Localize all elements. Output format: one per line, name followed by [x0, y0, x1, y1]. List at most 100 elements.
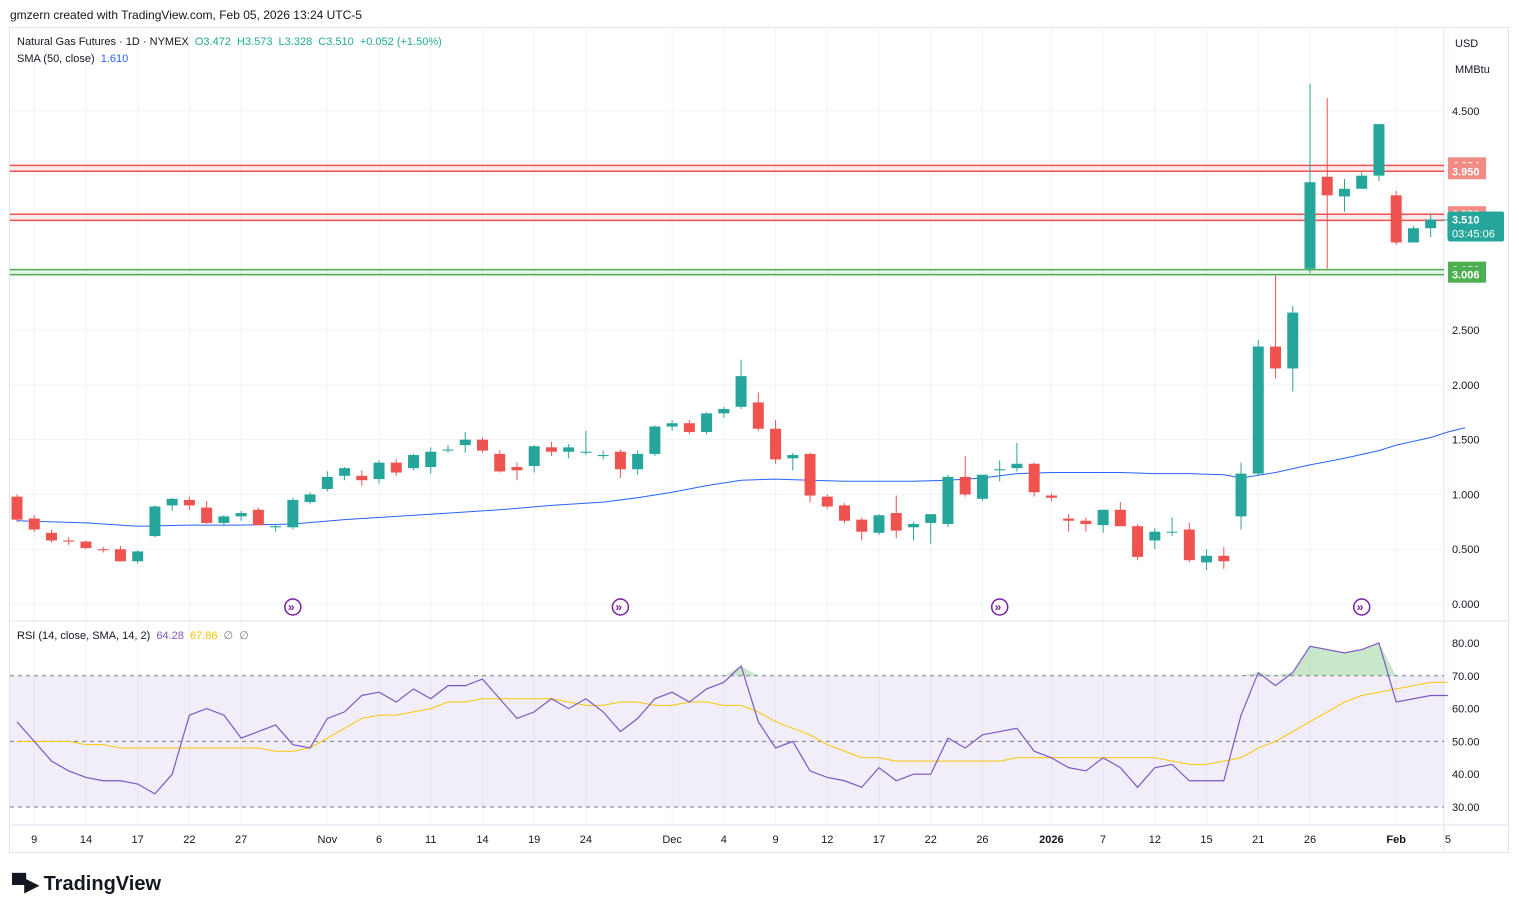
candle[interactable]: [1270, 346, 1282, 369]
candle[interactable]: [1252, 346, 1264, 474]
candle[interactable]: [149, 506, 161, 537]
candles: [11, 83, 1454, 571]
candle[interactable]: [701, 413, 713, 432]
candle[interactable]: [770, 428, 782, 460]
candle[interactable]: [1011, 463, 1023, 469]
time-tick-label: 26: [1304, 834, 1316, 846]
candle[interactable]: [1183, 529, 1195, 561]
candle[interactable]: [821, 496, 833, 507]
rsi-legend-label[interactable]: RSI (14, close, SMA, 14, 2): [17, 630, 151, 642]
candle[interactable]: [459, 439, 471, 446]
candle[interactable]: [408, 455, 420, 469]
candle[interactable]: [321, 476, 333, 489]
candle[interactable]: [942, 476, 954, 525]
candle[interactable]: [11, 496, 23, 520]
candle[interactable]: [1304, 182, 1316, 269]
candle[interactable]: [1407, 228, 1419, 243]
candle[interactable]: [787, 455, 799, 459]
candle[interactable]: [1287, 312, 1299, 369]
candle[interactable]: [735, 376, 747, 407]
candle[interactable]: [166, 498, 178, 506]
candle[interactable]: [97, 549, 109, 551]
candle[interactable]: [390, 462, 402, 473]
candle[interactable]: [287, 499, 299, 528]
candle[interactable]: [1045, 495, 1057, 498]
candle[interactable]: [114, 549, 126, 562]
candle[interactable]: [304, 494, 316, 503]
candle[interactable]: [632, 453, 644, 470]
candle[interactable]: [1028, 463, 1040, 493]
candle[interactable]: [959, 476, 971, 495]
candle[interactable]: [666, 423, 678, 427]
candle[interactable]: [80, 541, 92, 549]
candle[interactable]: [1425, 219, 1437, 229]
candle[interactable]: [545, 447, 557, 452]
event-marker-icon[interactable]: »: [611, 598, 630, 616]
sma-line[interactable]: [16, 427, 1466, 527]
candle[interactable]: [1442, 219, 1454, 221]
tradingview-logo[interactable]: ▀▶ TradingView: [12, 872, 161, 897]
event-marker-icon[interactable]: »: [284, 598, 302, 616]
candle[interactable]: [563, 447, 575, 452]
candle[interactable]: [339, 468, 351, 476]
candle[interactable]: [976, 474, 988, 499]
price-tick-label: 2.500: [1452, 325, 1480, 337]
candle[interactable]: [752, 402, 764, 429]
event-marker-icon[interactable]: »: [990, 598, 1009, 616]
candle[interactable]: [28, 518, 40, 530]
candle[interactable]: [1132, 526, 1144, 557]
candle[interactable]: [1218, 555, 1230, 562]
rsi-line[interactable]: [16, 642, 1448, 795]
candle[interactable]: [476, 439, 488, 451]
candle[interactable]: [252, 509, 264, 526]
candle[interactable]: [235, 513, 247, 517]
candle[interactable]: [1373, 124, 1385, 176]
candle[interactable]: [511, 467, 523, 471]
sma-legend-label[interactable]: SMA (50, close): [17, 53, 95, 65]
candle[interactable]: [804, 453, 816, 496]
candle[interactable]: [1321, 176, 1333, 196]
rsi-legend-value: 64.28: [156, 630, 184, 642]
candle[interactable]: [1149, 531, 1161, 541]
candle[interactable]: [839, 505, 851, 521]
candle[interactable]: [425, 451, 437, 468]
candle[interactable]: [528, 446, 540, 466]
candle[interactable]: [270, 526, 282, 528]
candle[interactable]: [873, 515, 885, 533]
candle[interactable]: [356, 475, 368, 481]
candle[interactable]: [201, 507, 213, 523]
candle[interactable]: [1338, 188, 1350, 197]
candle[interactable]: [494, 453, 506, 472]
event-marker-icon[interactable]: »: [1352, 598, 1371, 616]
candle[interactable]: [63, 540, 75, 542]
candle[interactable]: [907, 524, 919, 528]
candle[interactable]: [45, 532, 57, 541]
candle[interactable]: [925, 514, 937, 523]
candle[interactable]: [1235, 473, 1247, 517]
candle[interactable]: [1201, 555, 1213, 563]
candle[interactable]: [718, 408, 730, 414]
rsi-ma-line[interactable]: [17, 681, 1448, 765]
candle[interactable]: [683, 423, 695, 432]
candle[interactable]: [614, 451, 626, 470]
candle[interactable]: [373, 462, 385, 480]
candle[interactable]: [597, 455, 609, 457]
candle[interactable]: [1390, 195, 1402, 243]
candle[interactable]: [442, 449, 454, 451]
candle[interactable]: [183, 499, 195, 506]
candle[interactable]: [1063, 518, 1075, 521]
candle[interactable]: [1114, 509, 1126, 527]
candle[interactable]: [1097, 509, 1109, 526]
candle[interactable]: [994, 469, 1006, 471]
candle[interactable]: [890, 513, 902, 531]
candle[interactable]: [1356, 175, 1368, 189]
legend-symbol[interactable]: Natural Gas Futures · 1D · NYMEX: [17, 36, 189, 48]
candle[interactable]: [218, 516, 230, 523]
candle[interactable]: [1080, 520, 1092, 525]
candle[interactable]: [132, 551, 144, 562]
candle[interactable]: [580, 451, 592, 453]
candle[interactable]: [856, 519, 868, 532]
candle[interactable]: [649, 426, 661, 454]
candle[interactable]: [1166, 531, 1178, 533]
